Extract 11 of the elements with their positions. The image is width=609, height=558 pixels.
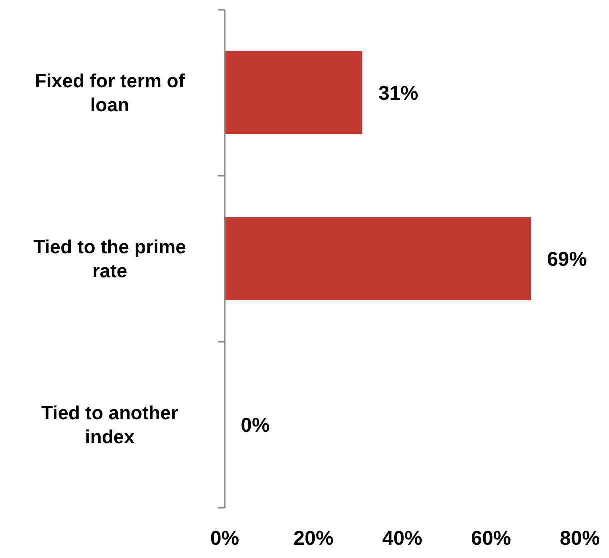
x-tick-label: 0% — [210, 528, 240, 550]
data-label: 0% — [241, 415, 270, 437]
y-tick-label: Tied to the prime rate — [34, 238, 186, 283]
y-tick-label: Fixed for term of loan — [35, 72, 186, 117]
x-tick-label: 60% — [471, 528, 512, 550]
x-tick-label: 20% — [294, 528, 334, 550]
y-tick-label: Tied to another index — [42, 404, 180, 449]
x-tick-label: 80% — [560, 528, 600, 550]
data-label: 69% — [547, 249, 588, 271]
data-label: 31% — [378, 83, 419, 105]
x-tick-label: 40% — [382, 528, 423, 550]
